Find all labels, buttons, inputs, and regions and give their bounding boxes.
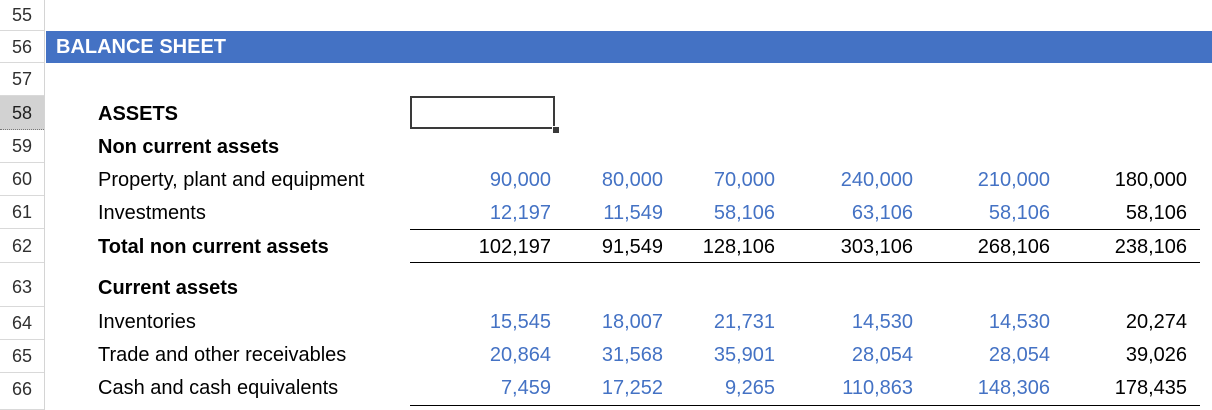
balance-sheet-header-band[interactable] bbox=[46, 31, 1212, 63]
row-number-57[interactable]: 57 bbox=[0, 63, 44, 96]
label-current-assets[interactable]: Current assets bbox=[98, 277, 239, 299]
row-number-63[interactable]: 63 bbox=[0, 263, 44, 307]
cell-inventories-col5[interactable]: 14,530 bbox=[988, 311, 1050, 333]
cell-cash-col2[interactable]: 17,252 bbox=[601, 377, 663, 399]
label-cash-equivalents[interactable]: Cash and cash equivalents bbox=[98, 377, 339, 399]
cell-total-nca-col1[interactable]: 102,197 bbox=[478, 236, 551, 258]
cell-cash-col5[interactable]: 148,306 bbox=[977, 377, 1050, 399]
row-number-58[interactable]: 58 bbox=[0, 96, 44, 130]
cell-receivables-col2[interactable]: 31,568 bbox=[601, 344, 663, 366]
balance-sheet-title: BALANCE SHEET bbox=[56, 36, 227, 58]
active-cell-selection[interactable] bbox=[410, 96, 555, 129]
row-number-60[interactable]: 60 bbox=[0, 163, 44, 196]
cell-investments-col3[interactable]: 58,106 bbox=[713, 202, 775, 224]
label-trade-receivables[interactable]: Trade and other receivables bbox=[98, 344, 347, 366]
cell-receivables-col4[interactable]: 28,054 bbox=[851, 344, 913, 366]
subtotal-border-bottom bbox=[410, 262, 1200, 263]
cell-total-nca-col6[interactable]: 238,106 bbox=[1114, 236, 1187, 258]
row-number-62[interactable]: 62 bbox=[0, 229, 44, 263]
cell-receivables-col5[interactable]: 28,054 bbox=[988, 344, 1050, 366]
row-header-gutter bbox=[0, 0, 45, 410]
cell-cash-col6[interactable]: 178,435 bbox=[1114, 377, 1187, 399]
cell-inventories-col1[interactable]: 15,545 bbox=[489, 311, 551, 333]
row-number-56[interactable]: 56 bbox=[0, 31, 44, 63]
cell-ppe-col6[interactable]: 180,000 bbox=[1114, 169, 1187, 191]
total-border-top bbox=[410, 405, 1200, 406]
cell-investments-col4[interactable]: 63,106 bbox=[851, 202, 913, 224]
cell-total-nca-col2[interactable]: 91,549 bbox=[601, 236, 663, 258]
label-non-current-assets[interactable]: Non current assets bbox=[98, 136, 280, 158]
row-number-55[interactable]: 55 bbox=[0, 0, 44, 31]
subtotal-border-top bbox=[410, 229, 1200, 230]
label-investments[interactable]: Investments bbox=[98, 202, 206, 224]
fill-handle[interactable] bbox=[552, 126, 560, 134]
label-assets[interactable]: ASSETS bbox=[98, 103, 179, 125]
cell-investments-col1[interactable]: 12,197 bbox=[489, 202, 551, 224]
row-number-66[interactable]: 66 bbox=[0, 373, 44, 410]
cell-total-nca-col5[interactable]: 268,106 bbox=[977, 236, 1050, 258]
cell-cash-col1[interactable]: 7,459 bbox=[500, 377, 551, 399]
row-number-61[interactable]: 61 bbox=[0, 196, 44, 229]
cell-total-nca-col3[interactable]: 128,106 bbox=[702, 236, 775, 258]
cell-cash-col3[interactable]: 9,265 bbox=[724, 377, 775, 399]
cell-ppe-col5[interactable]: 210,000 bbox=[977, 169, 1050, 191]
row-number-64[interactable]: 64 bbox=[0, 307, 44, 340]
cell-inventories-col4[interactable]: 14,530 bbox=[851, 311, 913, 333]
label-inventories[interactable]: Inventories bbox=[98, 311, 196, 333]
cell-ppe-col2[interactable]: 80,000 bbox=[601, 169, 663, 191]
cell-investments-col2[interactable]: 11,549 bbox=[603, 202, 663, 224]
row-number-65[interactable]: 65 bbox=[0, 340, 44, 373]
cell-ppe-col4[interactable]: 240,000 bbox=[840, 169, 913, 191]
cell-ppe-col3[interactable]: 70,000 bbox=[713, 169, 775, 191]
cell-receivables-col6[interactable]: 39,026 bbox=[1125, 344, 1187, 366]
cell-inventories-col3[interactable]: 21,731 bbox=[713, 311, 775, 333]
cell-ppe-col1[interactable]: 90,000 bbox=[489, 169, 551, 191]
cell-inventories-col6[interactable]: 20,274 bbox=[1125, 311, 1187, 333]
cell-cash-col4[interactable]: 110,863 bbox=[842, 377, 913, 399]
label-total-non-current-assets[interactable]: Total non current assets bbox=[98, 236, 329, 258]
cell-total-nca-col4[interactable]: 303,106 bbox=[840, 236, 913, 258]
cell-receivables-col3[interactable]: 35,901 bbox=[713, 344, 775, 366]
label-property-plant-equipment[interactable]: Property, plant and equipment bbox=[98, 169, 365, 191]
row-number-59[interactable]: 59 bbox=[0, 130, 44, 163]
cell-investments-col6[interactable]: 58,106 bbox=[1125, 202, 1187, 224]
cell-inventories-col2[interactable]: 18,007 bbox=[601, 311, 663, 333]
cell-receivables-col1[interactable]: 20,864 bbox=[489, 344, 551, 366]
cell-investments-col5[interactable]: 58,106 bbox=[988, 202, 1050, 224]
